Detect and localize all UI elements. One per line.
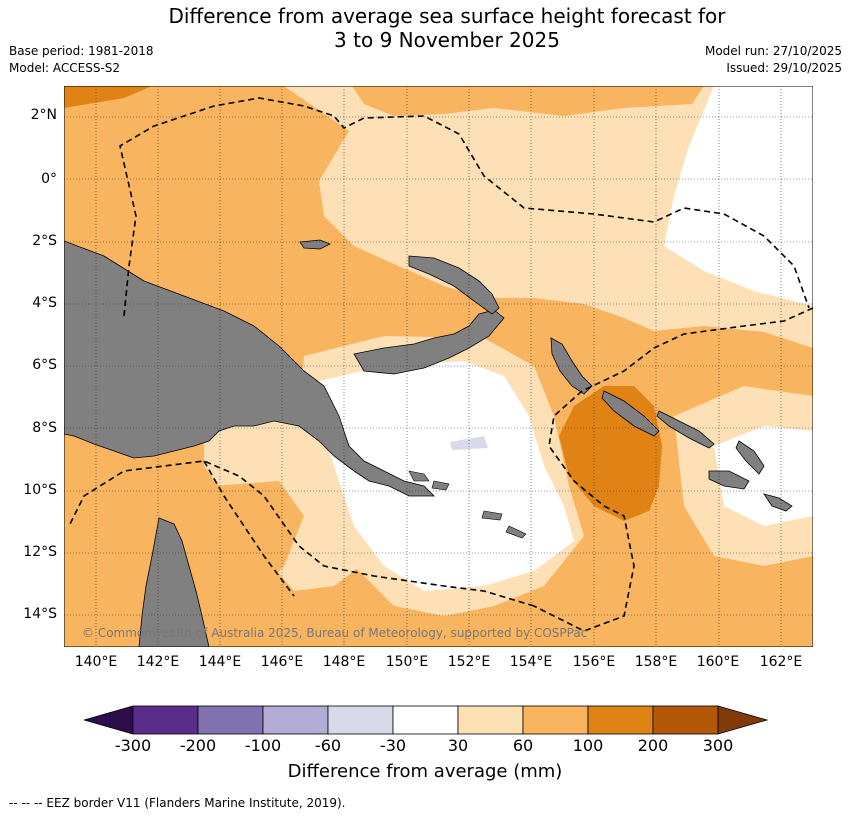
colorbar-segment-1 (132, 705, 199, 735)
lon-label-150e: 150°E (385, 654, 429, 670)
land-makira (763, 493, 793, 512)
lat-label-4s: 4°S (32, 295, 57, 311)
eez-png-north (119, 97, 810, 317)
land-isabel (656, 410, 715, 449)
graticule (64, 86, 813, 647)
colorbar-segment-2 (197, 705, 264, 735)
eez-legend-note: -- -- -- EEZ border V11 (Flanders Marine… (9, 796, 346, 810)
colorbar-tick-minus60: -60 (314, 736, 342, 755)
lon-label-142e: 142°E (136, 654, 180, 670)
colorbar-tick-300: 300 (702, 736, 734, 755)
land-cape-york (138, 517, 210, 647)
model-info: Base period: 1981-2018 Model: ACCESS-S2 (9, 43, 154, 77)
colorbar-segment-8 (587, 705, 654, 735)
issued-date: Issued: 29/10/2025 (726, 61, 842, 75)
model-name: Model: ACCESS-S2 (9, 61, 121, 75)
lat-label-14s: 14°S (23, 606, 57, 622)
lat-label-10s: 10°S (23, 482, 57, 498)
colorbar-tick-60: 60 (512, 736, 534, 755)
ssh-anomaly-60-100-north-patch (352, 86, 704, 116)
lon-label-162e: 162°E (759, 654, 803, 670)
land-louisiade (481, 510, 527, 539)
colorbar-segment-4 (327, 705, 394, 735)
model-run: Model run: 27/10/2025 (704, 44, 842, 58)
lon-label-152e: 152°E (447, 654, 491, 670)
eez-png-solomon (533, 307, 813, 632)
lat-label-6s: 6°S (32, 357, 57, 373)
base-period: Base period: 1981-2018 (9, 44, 154, 58)
land-choiseul (601, 390, 660, 437)
map-title: Difference from average sea surface heig… (0, 4, 850, 52)
lat-label-12s: 12°S (23, 544, 57, 560)
lat-label-0: 0° (41, 171, 57, 187)
land-new-ireland (408, 255, 500, 315)
land-malaita (735, 440, 765, 475)
ssh-anomaly-30-60-north (284, 86, 813, 348)
land-new-guinea (64, 240, 435, 497)
map-canvas (64, 86, 813, 647)
eez-png-south (68, 460, 535, 607)
colorbar-tick-200: 200 (637, 736, 669, 755)
title-line-1: Difference from average sea surface heig… (168, 4, 726, 28)
lon-label-160e: 160°E (696, 654, 740, 670)
colorbar-segment-9 (652, 705, 719, 735)
lon-label-158e: 158°E (634, 654, 678, 670)
lon-label-144e: 144°E (198, 654, 242, 670)
lon-label-156e: 156°E (572, 654, 616, 670)
colorbar-tick-minus30: -30 (379, 736, 407, 755)
colorbar-tick-100: 100 (572, 736, 604, 755)
eez-borders (68, 97, 813, 632)
ssh-anomaly-neutral-northeast (664, 86, 813, 306)
colorbar-segment-7 (522, 705, 589, 735)
colorbar-title: Difference from average (mm) (287, 761, 563, 782)
copyright-notice: © Commonwealth of Australia 2025, Bureau… (82, 626, 588, 640)
ssh-anomaly-100-200-northwest (64, 86, 152, 108)
run-info: Model run: 27/10/2025 Issued: 29/10/2025 (705, 43, 842, 77)
colorbar-segment-0 (84, 705, 134, 735)
colorbar-tick-minus200: -200 (179, 736, 217, 755)
colorbar-tick-minus300: -300 (114, 736, 152, 755)
colorbar-tick-minus100: -100 (244, 736, 282, 755)
lon-label-140e: 140°E (74, 654, 118, 670)
colorbar-segment-3 (262, 705, 329, 735)
colorbar-tick-30: 30 (447, 736, 469, 755)
colorbar (84, 705, 768, 735)
lat-label-2s: 2°S (32, 233, 57, 249)
lon-label-148e: 148°E (322, 654, 366, 670)
title-line-2: 3 to 9 November 2025 (334, 28, 560, 52)
land-guadalcanal (708, 470, 750, 490)
lon-label-154e: 154°E (509, 654, 553, 670)
lat-label-2n: 2°N (30, 107, 57, 123)
land-dentrecasteaux (408, 470, 450, 491)
ssh-anomaly-60-100-southwest-patch (204, 481, 304, 606)
map-panel (64, 86, 813, 647)
colorbar-segment-10 (717, 705, 768, 735)
colorbar-segment-6 (457, 705, 524, 735)
colorbar-segment-5 (392, 705, 459, 735)
land-new-britain (353, 309, 505, 375)
lat-label-8s: 8°S (32, 420, 57, 436)
lon-label-146e: 146°E (260, 654, 304, 670)
